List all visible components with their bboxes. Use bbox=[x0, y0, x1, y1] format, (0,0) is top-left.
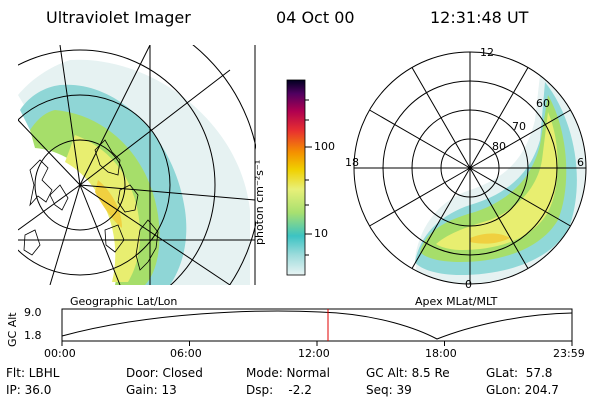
apex-bright-region bbox=[436, 112, 558, 250]
status-seq: Seq: 39 bbox=[366, 383, 412, 397]
colorbar-tick-100: 100 bbox=[314, 140, 335, 153]
mlt-label-0: 0 bbox=[465, 278, 472, 291]
instrument-title: Ultraviolet Imager bbox=[46, 8, 191, 27]
mlat-label-70: 70 bbox=[512, 120, 526, 133]
mlat-label-80: 80 bbox=[492, 140, 506, 153]
time-label: 12:31:48 UT bbox=[430, 8, 529, 27]
status-dsp: Dsp: -2.2 bbox=[246, 383, 312, 397]
colorbar bbox=[286, 79, 306, 276]
left-map-caption: Geographic Lat/Lon bbox=[70, 295, 178, 308]
right-map-caption: Apex MLat/MLT bbox=[415, 295, 498, 308]
status-glon: GLon: 204.7 bbox=[486, 383, 559, 397]
altitude-plot-frame bbox=[61, 308, 573, 342]
date-label: 04 Oct 00 bbox=[276, 8, 355, 27]
mlat-label-60: 60 bbox=[536, 97, 550, 110]
status-gc-alt: GC Alt: 8.5 Re bbox=[366, 366, 450, 380]
mlt-label-6: 6 bbox=[577, 156, 584, 169]
mlt-label-18: 18 bbox=[345, 156, 359, 169]
status-glat: GLat: 57.8 bbox=[486, 366, 553, 380]
apex-peak-region bbox=[470, 233, 510, 244]
geographic-map bbox=[18, 45, 256, 285]
status-flt: Flt: LBHL bbox=[6, 366, 60, 380]
mlt-label-12: 12 bbox=[480, 46, 494, 59]
altitude-xtick-1800: 18:00 bbox=[425, 347, 457, 360]
altitude-xtick-0000: 00:00 bbox=[44, 347, 76, 360]
status-gain: Gain: 13 bbox=[126, 383, 177, 397]
altitude-xtick-0600: 06:00 bbox=[170, 347, 202, 360]
altitude-xtick-2359: 23:59 bbox=[553, 347, 585, 360]
altitude-ylabel: GC Alt bbox=[6, 312, 19, 347]
apex-map bbox=[415, 75, 586, 284]
colorbar-label: photon cm⁻²s⁻¹ bbox=[253, 159, 266, 245]
altitude-xtick-1200: 12:00 bbox=[298, 347, 330, 360]
colorbar-tick-10: 10 bbox=[314, 227, 328, 240]
aurora-bright-region bbox=[65, 135, 141, 282]
status-ip: IP: 36.0 bbox=[6, 383, 52, 397]
status-door: Door: Closed bbox=[126, 366, 203, 380]
altitude-ytick-1-8: 1.8 bbox=[24, 329, 42, 342]
altitude-curve bbox=[61, 310, 573, 340]
status-mode: Mode: Normal bbox=[246, 366, 330, 380]
altitude-ytick-9: 9.0 bbox=[24, 306, 42, 319]
